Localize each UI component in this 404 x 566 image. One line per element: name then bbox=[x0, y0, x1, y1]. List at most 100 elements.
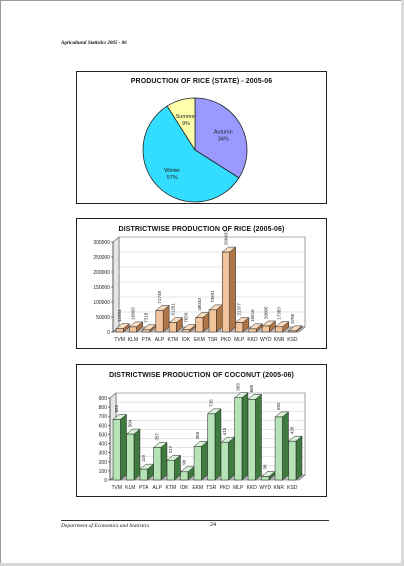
y-tick-label: 200000 bbox=[93, 270, 110, 276]
x-tick-label-pkd: PKD bbox=[220, 485, 231, 491]
bar-mlp bbox=[234, 397, 243, 481]
bar-klm bbox=[126, 433, 135, 481]
rice-state-pie-panel: PRODUCTION OF RICE (STATE) - 2005-06 Aut… bbox=[76, 71, 327, 204]
bar-side-ekm bbox=[201, 440, 208, 481]
x-tick-label-ktm: KTM bbox=[168, 337, 179, 343]
y-tick-label: 50000 bbox=[96, 315, 110, 321]
bar-knr bbox=[275, 326, 283, 333]
bar-side-tsr bbox=[214, 408, 222, 481]
x-tick-label-pta: PTA bbox=[142, 337, 152, 343]
value-label-kkd: 885 bbox=[249, 384, 254, 392]
bar-idk bbox=[182, 329, 190, 333]
y-tick-label: 900 bbox=[99, 396, 108, 402]
bar-pkd bbox=[220, 441, 229, 481]
x-tick-label-ekm: EKM bbox=[194, 337, 205, 343]
value-label-ekm: 48033 bbox=[197, 298, 202, 311]
value-label-pkd: 266433 bbox=[223, 230, 228, 246]
y-tick-label: 300000 bbox=[93, 240, 110, 246]
bar-ekm bbox=[193, 446, 202, 481]
value-label-alp: 357 bbox=[155, 432, 160, 440]
pie-pct-winter: 57% bbox=[167, 175, 178, 181]
value-label-ktm: 217 bbox=[168, 445, 173, 453]
x-tick-label-ksd: KSD bbox=[287, 485, 298, 491]
y-tick-label: 700 bbox=[99, 414, 108, 420]
bar-ksd bbox=[288, 440, 297, 481]
bar-wyd bbox=[261, 325, 270, 333]
y-tick-label: 0 bbox=[104, 478, 107, 484]
bar-ksd bbox=[288, 330, 297, 333]
bar-kkd bbox=[248, 328, 257, 333]
bar-side-kkd bbox=[255, 393, 262, 481]
pie-label-winter: Winter bbox=[164, 168, 180, 174]
y-tick-label: 400 bbox=[99, 442, 108, 448]
bar-klm bbox=[129, 326, 137, 333]
value-label-wyd: 38 bbox=[263, 464, 268, 470]
bar-pta bbox=[139, 468, 148, 481]
x-tick-label-mlp: MLP bbox=[233, 485, 244, 491]
x-tick-label-wyd: WYD bbox=[259, 485, 271, 491]
x-tick-label-klm: KLM bbox=[125, 485, 135, 491]
x-tick-label-knr: KNR bbox=[274, 337, 285, 343]
value-label-ktm: 31261 bbox=[170, 303, 175, 316]
bar-side-pkd bbox=[229, 246, 236, 333]
value-label-idk: 90 bbox=[182, 459, 187, 465]
y-tick-label: 600 bbox=[99, 423, 108, 429]
value-label-knr: 692 bbox=[276, 402, 281, 410]
x-tick-label-klm: KLM bbox=[128, 337, 138, 343]
bar-mlp bbox=[235, 322, 244, 333]
x-tick-label-wyd: WYD bbox=[260, 337, 272, 343]
y-tick-label: 250000 bbox=[93, 255, 110, 261]
pie-chart-title: PRODUCTION OF RICE (STATE) - 2005-06 bbox=[130, 78, 273, 85]
value-label-knr: 17383 bbox=[277, 307, 282, 320]
coconut-district-bar-panel: DISTRICTWISE PRODUCTION OF COCONUT (2005… bbox=[76, 364, 327, 497]
bar-pkd bbox=[222, 251, 230, 333]
pie-slice-winter bbox=[142, 105, 240, 203]
value-label-idk: 7650 bbox=[184, 312, 189, 323]
coconut-district-bar-chart: 0 100 200 300 400 500 600 700 800 900 665 TVM 504 KLM… bbox=[99, 383, 306, 491]
value-label-kkd: 10516 bbox=[250, 309, 255, 322]
value-label-tvm: 11034 bbox=[117, 309, 122, 322]
value-label-klm: 16903 bbox=[130, 307, 135, 320]
x-tick-label-alp: ALP bbox=[155, 337, 165, 343]
bar-tsr bbox=[208, 309, 217, 333]
x-tick-label-ktm: KTM bbox=[165, 485, 176, 491]
value-label-klm: 504 bbox=[128, 419, 133, 427]
value-label-mlp: 903 bbox=[236, 383, 241, 391]
pie-slice-summer bbox=[166, 97, 196, 152]
bar-alp bbox=[153, 447, 162, 481]
x-tick-label-tvm: TVM bbox=[114, 337, 125, 343]
bar-knr bbox=[274, 416, 283, 481]
bar-tvm bbox=[112, 419, 121, 481]
rice-district-bar-chart: 0 50000 100000 150000 200000 250000 300000 1103… bbox=[93, 230, 306, 343]
y-tick-label: 200 bbox=[99, 460, 108, 466]
bar-side-ksd bbox=[295, 435, 303, 481]
value-label-wyd: 20005 bbox=[263, 306, 268, 319]
bar-side-knr bbox=[282, 411, 289, 481]
value-label-pta: 7318 bbox=[144, 312, 149, 323]
pie-label-summer: Summer bbox=[176, 114, 197, 120]
page-number: 24 bbox=[210, 522, 216, 528]
x-tick-label-tsr: TSR bbox=[208, 337, 218, 343]
value-label-tvm: 665 bbox=[114, 404, 119, 412]
y-tick-label: 100000 bbox=[93, 300, 110, 306]
page-shadow-right bbox=[401, 0, 404, 566]
bar-wyd bbox=[261, 476, 270, 481]
x-tick-label-pta: PTA bbox=[139, 485, 149, 491]
value-label-tsr: 73691 bbox=[210, 290, 215, 303]
pie-pct-summer: 9% bbox=[182, 121, 190, 127]
running-head: Agricultural Statistics 2005 - 06 bbox=[61, 41, 127, 46]
value-label-alp: 71748 bbox=[157, 290, 162, 303]
y-tick-label: 100 bbox=[99, 469, 108, 475]
x-tick-label-alp: ALP bbox=[153, 485, 163, 491]
x-tick-label-ekm: EKM bbox=[192, 485, 203, 491]
bar-ktm bbox=[168, 322, 177, 333]
y-tick-label: 300 bbox=[99, 451, 108, 457]
bar-side-mlp bbox=[241, 392, 249, 481]
y-tick-label: 150000 bbox=[93, 285, 110, 291]
coconut-bar-chart-title: DISTRICTWISE PRODUCTION OF COCONUT (2005… bbox=[109, 372, 294, 379]
bar-tsr bbox=[207, 413, 216, 481]
bar-tvm bbox=[115, 328, 124, 333]
bar-side-tvm bbox=[120, 413, 127, 481]
pie-label-autumn: Autumn bbox=[214, 129, 233, 135]
